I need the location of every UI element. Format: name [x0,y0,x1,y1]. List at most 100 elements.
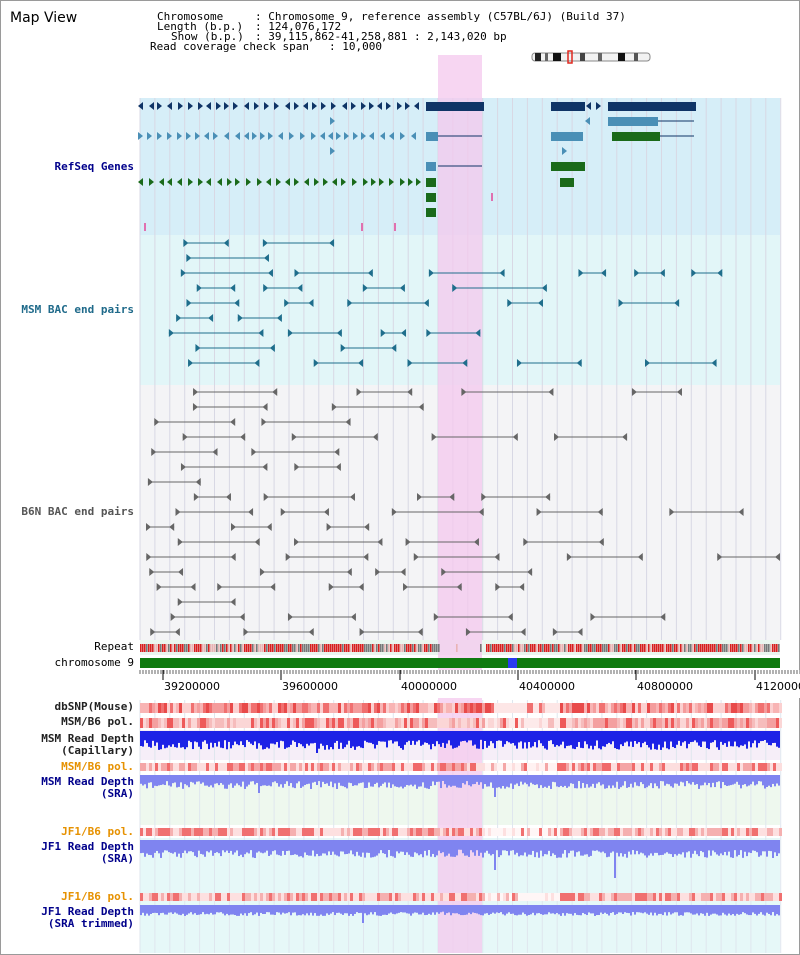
depth-bar [688,905,690,913]
msm-bac-pair-end [263,254,269,262]
depth-bar [480,840,482,853]
heat-cell [353,893,356,901]
depth-bar [610,905,612,913]
heat-cell [485,703,488,713]
refseq-gene-features[interactable] [138,102,696,231]
heat-cell [389,718,392,728]
repeat-element [582,644,584,652]
heat-cell [293,828,296,836]
heat-cell [626,828,629,836]
depth-bar [464,731,466,741]
msm-bac-pairs[interactable] [168,239,723,367]
depth-bar [292,775,294,788]
depth-bar [676,775,678,784]
heat-cell [440,718,443,728]
heat-cell [749,703,752,713]
track-label-b6n-bac[interactable]: B6N BAC end pairs [21,505,134,518]
gene-arrow [304,178,309,186]
heat-cell [521,828,524,836]
heat-cell [374,828,377,836]
repeat-element [566,644,568,652]
heat-cell [272,703,275,713]
heat-cell [593,893,596,901]
depth-bar [526,905,528,916]
depth-bar [190,775,192,782]
depth-bar [210,905,212,913]
depth-bar [410,905,412,916]
repeat-element [704,644,706,652]
depth-bar [566,905,568,914]
depth-bar [772,775,774,784]
heat-cell [692,763,695,771]
depth-bar [412,775,414,787]
depth-bar [360,775,362,783]
depth-bar [602,905,604,914]
depth-bar [320,840,322,856]
heat-cell [758,718,761,728]
b6n-bac-pairs[interactable] [146,388,780,636]
depth-bar [354,731,356,750]
depth-bar [544,840,546,855]
depth-bar [176,775,178,788]
repeat-element [526,644,528,652]
repeat-element [320,644,322,652]
depth-bar [472,905,474,913]
heat-cell [404,703,407,713]
heat-cell [419,718,422,728]
depth-bar [414,731,416,745]
heat-cell [596,718,599,728]
heat-cell [509,893,512,901]
depth-bar [542,775,544,788]
heat-cell [458,703,461,713]
repeat-element [510,644,512,652]
repeat-element [672,644,674,652]
depth-bar [558,840,560,858]
depth-bar [648,731,650,748]
depth-bar [446,775,448,788]
track-label-refseq[interactable]: RefSeq Genes [54,160,134,173]
heat-cell [410,893,413,901]
heat-cell [497,703,500,713]
depth-bar [362,840,364,853]
heat-cell [755,828,758,836]
depth-bar [764,731,766,741]
track-label-msm-bac[interactable]: MSM BAC end pairs [21,303,134,316]
heat-cell [551,893,554,901]
depth-bar [468,775,470,786]
heat-cell [554,828,557,836]
heat-cell [383,718,386,728]
repeat-element [384,644,386,652]
heat-cell [569,828,572,836]
repeat-element [188,644,190,652]
depth-bar [600,905,602,913]
msm-bac-pair-end [294,269,300,277]
gene-arrow [400,178,405,186]
depth-bar [322,840,324,854]
b6n-bac-pair-end [350,493,356,501]
repeat-element [506,644,508,652]
msm-bac-pair-end [423,299,429,307]
msm-bac-pair-end [254,359,260,367]
heat-cell [707,828,710,836]
depth-bar [766,775,768,788]
heat-cell [701,828,704,836]
depth-bar [212,840,214,856]
depth-bar [634,731,636,742]
repeat-element [616,644,618,652]
depth-bar [658,840,660,856]
heat-cell [779,718,782,728]
depth-bar [548,775,550,786]
depth-bar [270,731,272,744]
depth-bar [438,905,440,914]
heat-cell [215,828,218,836]
heat-cell [383,703,386,713]
heat-cell [602,828,605,836]
depth-bar [470,905,472,915]
heat-cell [428,763,431,771]
heat-cell [362,703,365,713]
depth-bar [144,775,146,785]
repeat-element [494,644,496,652]
msm-bac-pair-end [452,284,458,292]
chromosome-ideogram[interactable] [531,50,651,64]
